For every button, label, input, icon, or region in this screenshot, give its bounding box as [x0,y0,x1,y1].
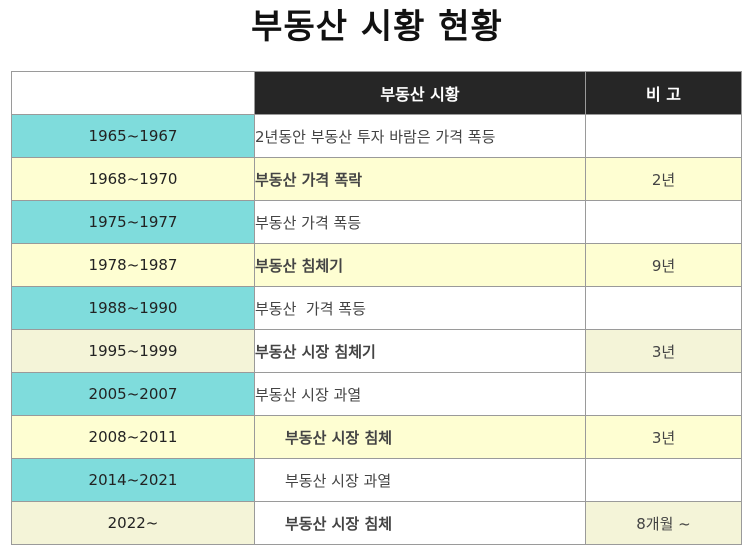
status-cell: 부동산 침체기 [254,243,586,287]
status-cell: 부동산 가격 폭등 [254,286,586,330]
table-row: 1995~1999 부동산 시장 침체기 3년 [11,329,742,373]
period-cell: 1975~1977 [11,200,255,244]
status-cell: 부동산 시장 침체기 [254,329,586,373]
note-cell [585,372,742,416]
note-cell [585,458,742,502]
header-period [11,71,255,115]
period-cell: 1965~1967 [11,114,255,158]
header-note: 비 고 [585,71,742,115]
period-cell: 1968~1970 [11,157,255,201]
status-cell: 부동산 가격 폭락 [254,157,586,201]
note-cell [585,114,742,158]
note-cell: 9년 [585,243,742,287]
table-row: 1988~1990 부동산 가격 폭등 [11,286,742,330]
table-row: 2022~ 부동산 시장 침체 8개월 ~ [11,501,742,545]
table-row: 2014~2021 부동산 시장 과열 [11,458,742,502]
page-title: 부동산 시황 현황 [251,7,503,47]
market-status-table: 부동산 시황 비 고 1965~1967 2년동안 부동산 투자 바람은 가격 … [11,71,742,545]
status-cell: 부동산 가격 폭등 [254,200,586,244]
note-cell [585,200,742,244]
table-row: 1965~1967 2년동안 부동산 투자 바람은 가격 폭등 [11,114,742,158]
table-row: 2005~2007 부동산 시장 과열 [11,372,742,416]
status-cell: 2년동안 부동산 투자 바람은 가격 폭등 [254,114,586,158]
table-row: 1968~1970 부동산 가격 폭락 2년 [11,157,742,201]
table-row: 1975~1977 부동산 가격 폭등 [11,200,742,244]
period-cell: 2005~2007 [11,372,255,416]
note-cell: 3년 [585,415,742,459]
period-cell: 1988~1990 [11,286,255,330]
period-cell: 2014~2021 [11,458,255,502]
note-cell: 3년 [585,329,742,373]
table-row: 2008~2011 부동산 시장 침체 3년 [11,415,742,459]
note-cell: 8개월 ~ [585,501,742,545]
table-header-row: 부동산 시황 비 고 [11,71,742,115]
note-cell [585,286,742,330]
status-cell: 부동산 시장 과열 [254,458,586,502]
note-cell: 2년 [585,157,742,201]
status-cell: 부동산 시장 과열 [254,372,586,416]
status-cell: 부동산 시장 침체 [254,501,586,545]
header-market-status: 부동산 시황 [254,71,586,115]
status-cell: 부동산 시장 침체 [254,415,586,459]
period-cell: 2022~ [11,501,255,545]
table-row: 1978~1987 부동산 침체기 9년 [11,243,742,287]
period-cell: 2008~2011 [11,415,255,459]
period-cell: 1995~1999 [11,329,255,373]
period-cell: 1978~1987 [11,243,255,287]
